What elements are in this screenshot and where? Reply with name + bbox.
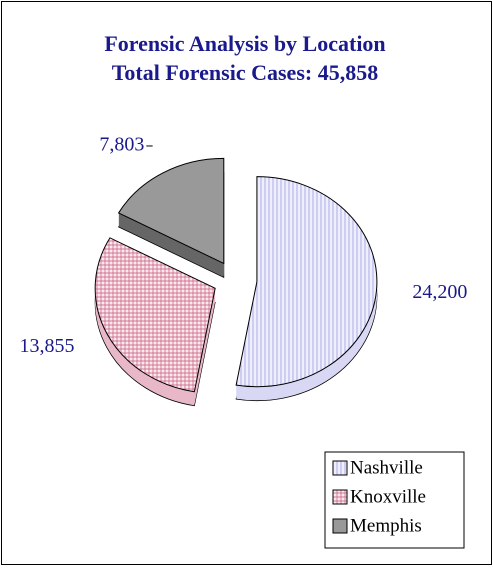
chart-title: Forensic Analysis by Location	[104, 31, 385, 56]
pie-slice	[117, 157, 225, 279]
data-label: 24,200	[412, 281, 467, 303]
chart-subtitle: Total Forensic Cases: 45,858	[112, 60, 378, 85]
legend-label: Knoxville	[350, 486, 426, 507]
pie-slice	[94, 237, 216, 407]
legend-label: Memphis	[350, 515, 422, 536]
legend-label: Nashville	[350, 457, 423, 478]
slice-top	[117, 157, 225, 265]
slice-top	[94, 237, 216, 393]
legend-swatch	[332, 489, 348, 505]
slice-top	[235, 176, 378, 388]
legend-swatch	[332, 460, 348, 476]
legend-box	[324, 451, 465, 549]
data-label: 7,803	[99, 134, 144, 156]
pie-slice	[235, 176, 378, 402]
data-label: 13,855	[20, 335, 75, 357]
legend-swatch	[332, 518, 348, 534]
